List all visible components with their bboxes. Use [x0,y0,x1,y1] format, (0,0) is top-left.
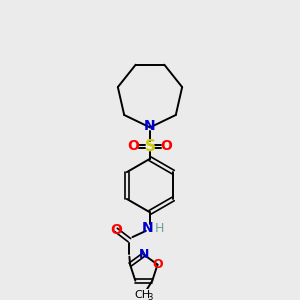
Text: O: O [152,258,163,271]
Text: 3: 3 [148,293,153,300]
Text: CH: CH [134,290,150,300]
Text: H: H [154,222,164,235]
Text: N: N [142,221,154,235]
Text: N: N [139,248,149,261]
Text: O: O [160,140,172,153]
Text: O: O [128,140,140,153]
Text: O: O [110,223,122,237]
Text: S: S [145,139,155,154]
Text: N: N [144,119,156,133]
